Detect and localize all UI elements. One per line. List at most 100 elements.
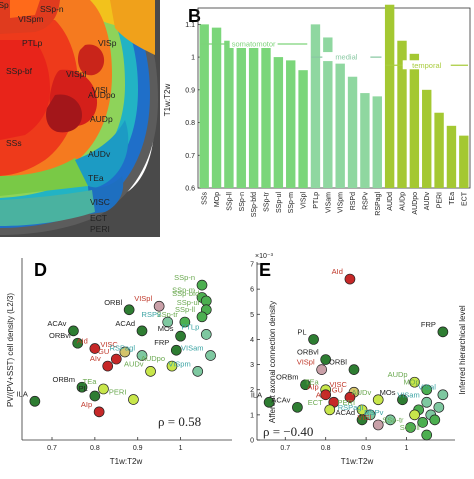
panel-b-bar [261,47,271,188]
panel-b-bar [211,27,222,188]
brain-region-label: AUDp [90,114,113,124]
panel-e-scatter: E ×10⁻³ Afferent axonal connection densi… [237,250,474,474]
panelD-point-label: VISpl [134,294,152,303]
panel-b-bar [422,89,432,188]
brain-region-label: TEa [88,173,104,183]
panel-e-rho: ρ = −0.40 [263,424,313,439]
brain-region-label: SSp-n [40,4,64,14]
panel-b-x-tick-label: SSp-ll [226,192,233,211]
panelD-point-label: AUDv [124,359,144,368]
panelD-point [170,344,182,356]
panelE-point-label: VISal [418,383,436,392]
panelE-point-label: SSp-ll [400,423,420,432]
panel-b-y-tick-label: 0.7 [185,153,195,160]
panelE-point-label: MOs [380,388,396,397]
panelD-point [175,330,186,342]
panel-b-group-label-bg [229,39,278,48]
panel-b-group-label: medial [335,53,357,62]
panel-d-rho: ρ = 0.58 [158,414,201,429]
panelD-point-label: VISpm [168,359,191,368]
brain-map-figure: ISpVISpmSSp-nPTLpVISpSSp-bfVISplVISlAUDp… [0,0,160,237]
panel-b-group-label: somatomotor [232,40,276,49]
panelE-point [344,391,356,403]
panelD-point [162,316,174,328]
panel-b-group-label-bg [402,60,451,70]
pv-density-scatter: D PV/(PV+SST) cell density (L2/3) T1w:T2… [6,258,232,466]
panelD-point-label: ORBl [104,298,122,307]
panel-b-bar [199,24,209,189]
panelE-point [384,414,396,426]
panel-b-y-tick-label: 0.9 [185,87,195,94]
panelD-point [196,311,208,323]
panelD-point [72,337,84,349]
panelE-point-label: AId [332,267,343,276]
panel-b-bar [273,57,284,188]
panelD-point [123,304,135,316]
panelE-point [320,389,332,401]
panel-b-x-tick-label: AUDpo [412,192,419,215]
panel-b-x-tick-label: RSPd [350,192,357,210]
panelE-point [409,376,420,388]
panelD-point-label: AId [77,336,88,345]
panelD-point [136,325,148,337]
panelE-point [308,334,319,345]
panel-b-bar [236,40,246,189]
panelE-point-label: PL [297,327,306,336]
panelE-point-label: VISl [357,413,371,422]
panelD-point-label: MOs [158,324,174,333]
panel-b-bar [459,135,469,188]
panel-b-bar [298,70,308,188]
panelE-point [372,394,384,406]
panelE-point-label: ORBl [329,358,347,367]
panel-b-x-tick-label: ECT [461,191,468,206]
panel-b-x-tick-label: SSp-m [288,192,295,214]
panelD-point-label: PL [79,384,88,393]
panelE-y-tick-label: 7 [250,262,254,269]
panel-b-group-label-bg [322,52,371,62]
panelD-point [68,325,79,337]
brain-region-labels: ISpVISpmSSp-nPTLpVISpSSp-bfVISplVISlAUDp… [0,0,117,234]
panel-b-x-tick-label: SSp-tr [264,191,271,212]
panelE-point [409,409,420,421]
panel-b-bar [286,60,296,189]
panelE-point-label: ACAv [271,395,290,404]
panelD-point-label: ACAv [47,319,66,328]
panel-b-bar [372,96,382,188]
panel-e-letter: E [259,260,271,280]
panelE-point-label: RSPagl [338,403,364,412]
brain-region-label: SSs [6,138,22,148]
panel-b-y-tick-label: 0.8 [185,120,195,127]
panel-b-bar [323,37,333,188]
panelE-point-label: AUDp [388,370,408,379]
panelE-point [433,401,445,413]
panelD-x-tick-label: 0.9 [133,445,143,452]
panel-b-group-label: temporal [412,61,442,70]
panelE-point-label: VISC [329,380,347,389]
afferent-density-scatter: E ×10⁻³ Afferent axonal connection densi… [250,253,467,466]
panelD-point [102,360,114,372]
panelE-y-tick-label: 4 [250,337,254,344]
panelE-point [437,326,449,338]
brain-region-label: VISl [92,85,108,95]
panel-b-bar [384,4,395,188]
panelD-point-label: SSp-tr [157,310,179,319]
panelD-point-label: ILA [17,389,28,398]
panelD-point [119,346,131,358]
panelE-point [421,429,433,441]
panel-e-x-axis-label: T1w:T2w [341,457,374,466]
panelE-point [429,414,441,426]
panel-b-x-tick-label: PTLp [313,192,320,209]
panelE-point-label: ILA [251,390,262,399]
panel-b-x-tick-label: SSp-ul [276,192,283,213]
panelE-point [344,273,356,285]
panelE-point [356,414,368,426]
panelE-point [292,401,303,413]
panelE-point-label: ECT [308,398,323,407]
panelE-point-label: VISam [397,390,420,399]
panelE-point-label: MOp [403,378,419,387]
panel-b-bar [397,40,407,189]
panelD-point-label: ORBvl [49,331,71,340]
panelD-point [179,316,191,328]
panelD-point-label: SSp-m [172,285,195,294]
panelD-point-label: AIp [81,400,92,409]
